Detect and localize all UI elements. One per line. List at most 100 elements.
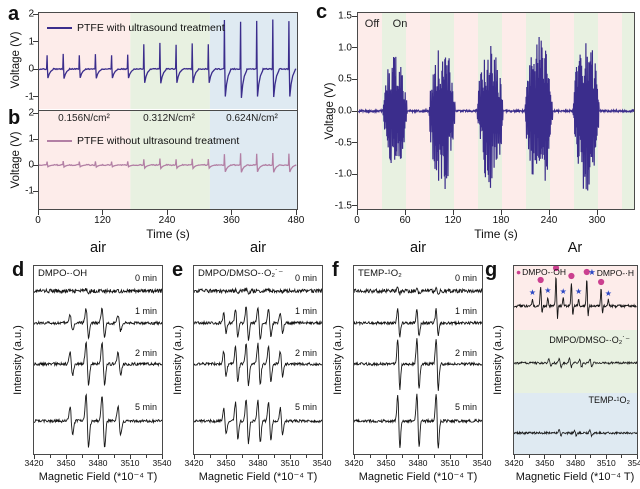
panel-c-xlabel: Time (s): [474, 227, 518, 241]
axis-tick: [145, 455, 147, 458]
y-tick-label: -1: [25, 91, 34, 102]
pressure-label-1: 0.156N/cm²: [58, 113, 110, 124]
axis-tick: [590, 455, 592, 458]
y-tick-label: -1: [25, 185, 34, 197]
axis-tick: [33, 455, 35, 459]
trace-time-label: 2 min: [135, 348, 158, 358]
g-legend-star: ★ DMPO-·H: [588, 267, 634, 278]
x-tick-label: 3450: [376, 458, 396, 468]
g-legend-circle-text: DMPO-·OH: [522, 267, 567, 277]
axis-tick: [321, 455, 323, 459]
panel-g-plot: ★ ★ ★ ★ ★: [513, 265, 638, 455]
circle-marker-icon: ●: [516, 267, 522, 277]
trace-time-label: 1 min: [295, 306, 318, 316]
panel-e-title: air: [249, 240, 267, 256]
off-label: Off: [364, 18, 380, 30]
x-tick-label: 3510: [280, 458, 300, 468]
axis-tick: [193, 455, 195, 459]
x-tick-label: 3450: [56, 458, 76, 468]
axis-tick: [33, 96, 38, 97]
trace-time-label: 5 min: [135, 402, 158, 412]
y-tick-label: 0: [28, 159, 34, 171]
axis-tick: [352, 142, 357, 144]
axis-tick: [241, 455, 243, 458]
panel-b-legend-text: PTFE without ultrasound treatment: [77, 135, 240, 147]
trace-time-label: 0 min: [295, 273, 318, 283]
axis-tick: [49, 455, 51, 458]
panel-b-plot: PTFE without ultrasound treatment: [38, 110, 298, 210]
panel-f-xlabel: Magnetic Field (*10⁻⁴ T): [358, 471, 478, 483]
x-tick-label: 3540: [627, 458, 640, 468]
g-band3-label: TEMP-¹O₂: [588, 395, 631, 405]
panel-b-legend-line: [47, 140, 72, 142]
y-tick-label: 1.0: [338, 42, 352, 54]
svg-text:★: ★: [575, 287, 582, 296]
panel-a-legend: PTFE with ultrasound treatment: [47, 22, 225, 34]
axis-tick: [352, 15, 357, 17]
axis-tick: [102, 210, 103, 215]
axis-tick: [33, 190, 38, 192]
axis-tick: [369, 455, 371, 458]
axis-tick: [544, 455, 546, 459]
panel-a-legend-text: PTFE with ultrasound treatment: [77, 22, 225, 34]
panel-ab-xlabel: Time (s): [146, 227, 190, 241]
axis-tick: [559, 455, 561, 458]
axis-tick: [417, 455, 419, 459]
y-tick-label: 1: [28, 133, 34, 145]
svg-text:★: ★: [529, 288, 536, 297]
y-tick-label: 1.5: [338, 10, 352, 22]
panel-f-species: TEMP-¹O₂: [358, 268, 402, 279]
x-tick-label: 3420: [184, 458, 204, 468]
trace-time-label: 2 min: [295, 348, 318, 358]
svg-text:★: ★: [605, 289, 612, 298]
x-tick-label: 240: [158, 215, 176, 226]
axis-tick: [129, 455, 131, 459]
axis-tick: [33, 13, 38, 15]
x-tick-label: 0: [354, 215, 360, 226]
x-tick-label: 60: [399, 215, 411, 226]
y-tick-label: 2: [28, 107, 34, 119]
axis-tick: [161, 455, 163, 459]
axis-tick: [449, 455, 451, 459]
x-tick-label: 3510: [596, 458, 616, 468]
axis-tick: [385, 455, 387, 459]
g-band2-label: DMPO/DMSO-·O₂˙⁻: [549, 335, 630, 345]
axis-tick: [33, 41, 38, 42]
x-tick-label: 3510: [120, 458, 140, 468]
x-tick-label: 300: [588, 215, 606, 226]
y-tick-label: -1.5: [334, 200, 352, 212]
x-tick-label: 3540: [312, 458, 332, 468]
axis-tick: [33, 164, 38, 166]
axis-tick: [225, 455, 227, 459]
panel-d-plot: [33, 265, 163, 455]
x-tick-label: 120: [444, 215, 462, 226]
panel-b-letter: b: [8, 107, 21, 129]
panel-a-letter: a: [8, 3, 20, 25]
axis-tick: [33, 112, 38, 114]
axis-tick: [621, 455, 623, 458]
axis-tick: [81, 455, 83, 458]
axis-tick: [257, 455, 259, 459]
axis-tick: [575, 455, 576, 459]
y-tick-label: 0.0: [338, 105, 352, 117]
axis-tick: [548, 210, 550, 215]
axis-tick: [481, 455, 483, 459]
panel-a-plot: PTFE with ultrasound treatment: [38, 12, 298, 110]
axis-tick: [33, 68, 38, 70]
axis-tick: [605, 455, 607, 459]
panel-f-letter: f: [332, 259, 339, 281]
x-tick-label: 180: [492, 215, 510, 226]
trace-time-label: 1 min: [455, 306, 478, 316]
axis-tick: [356, 210, 358, 215]
x-tick-label: 3420: [24, 458, 44, 468]
svg-text:★: ★: [544, 286, 551, 295]
x-tick-label: 3420: [504, 458, 524, 468]
panel-d-xlabel: Magnetic Field (*10⁻⁴ T): [38, 471, 158, 483]
axis-tick: [500, 210, 502, 215]
pressure-label-2: 0.312N/cm²: [143, 113, 195, 124]
panel-e-letter: e: [172, 259, 184, 281]
panel-f-ylabel: Intensity (a.u.): [332, 325, 344, 395]
axis-tick: [166, 210, 168, 215]
x-tick-label: 3480: [408, 458, 428, 468]
